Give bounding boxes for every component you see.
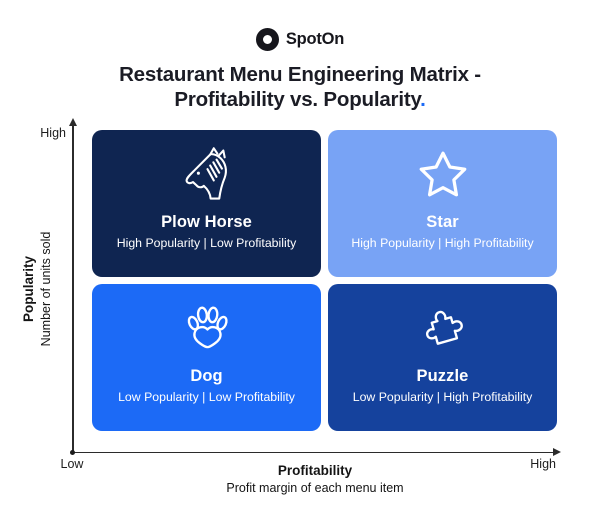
y-axis-high-label: High [40, 126, 66, 140]
y-axis-line [72, 124, 74, 453]
quadrant-subtitle: Low Popularity | Low Profitability [118, 390, 295, 404]
paw-icon [187, 306, 228, 349]
y-axis-title-sub: Number of units sold [39, 231, 53, 347]
x-axis-line [72, 451, 557, 454]
quadrant-subtitle: Low Popularity | High Profitability [352, 390, 533, 404]
y-axis-title: Popularity Number of units sold [21, 124, 55, 454]
brand-logo: SpotOn [0, 28, 600, 51]
origin-dot [69, 449, 75, 455]
quadrant-subtitle: High Popularity | High Profitability [351, 236, 534, 250]
quadrant-title: Plow Horse [161, 213, 252, 231]
page-title: Restaurant Menu Engineering Matrix - Pro… [0, 62, 600, 112]
x-axis-arrow-icon [553, 447, 561, 456]
x-axis-title-main: Profitability [277, 463, 353, 478]
quadrant-title: Puzzle [416, 367, 469, 385]
quadrant-title: Dog [190, 367, 223, 385]
title-period: . [420, 88, 426, 111]
quadrant-dog: Dog Low Popularity | Low Profitability [92, 284, 321, 431]
quadrant-star: Star High Popularity | High Profitabilit… [328, 130, 557, 277]
quadrant-title: Star [426, 213, 459, 231]
quadrant-puzzle: Puzzle Low Popularity | High Profitabili… [328, 284, 557, 431]
y-axis-arrow-icon [68, 118, 77, 126]
horse-icon [185, 147, 227, 200]
puzzle-icon [425, 310, 463, 345]
quadrant-plow-horse: Plow Horse High Popularity | Low Profita… [92, 130, 321, 277]
page-title-line2: Profitability vs. Popularity. [0, 87, 600, 112]
star-icon [419, 151, 466, 197]
page-title-line1: Restaurant Menu Engineering Matrix - [119, 63, 481, 86]
page-title-line2-text: Profitability vs. Popularity [174, 88, 421, 111]
y-axis-title-main: Popularity [21, 256, 36, 323]
x-axis-title: Profitability Profit margin of each menu… [73, 463, 557, 495]
ring-icon [255, 28, 279, 51]
x-axis-title-sub: Profit margin of each menu item [226, 481, 404, 495]
matrix-grid: Plow Horse High Popularity | Low Profita… [92, 130, 557, 431]
origin-low-label: Low [60, 457, 84, 471]
brand-name: SpotOn [285, 30, 345, 48]
x-axis-high-label: High [530, 457, 556, 471]
quadrant-subtitle: High Popularity | Low Profitability [116, 236, 297, 250]
